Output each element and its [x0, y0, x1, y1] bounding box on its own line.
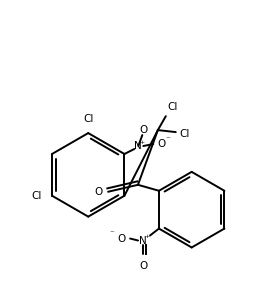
Text: O: O [139, 125, 147, 135]
Text: O: O [94, 187, 102, 197]
Text: Cl: Cl [168, 102, 178, 112]
Text: N: N [139, 236, 147, 246]
Text: N: N [134, 141, 142, 151]
Text: Cl: Cl [32, 191, 42, 201]
Text: Cl: Cl [180, 129, 190, 139]
Text: Cl: Cl [83, 114, 93, 124]
Text: O: O [117, 233, 125, 244]
Text: +: + [144, 234, 150, 239]
Text: +: + [140, 140, 145, 145]
Text: ⁻: ⁻ [110, 229, 115, 238]
Text: ⁻: ⁻ [166, 135, 170, 145]
Text: O: O [139, 261, 147, 271]
Text: O: O [157, 139, 165, 149]
